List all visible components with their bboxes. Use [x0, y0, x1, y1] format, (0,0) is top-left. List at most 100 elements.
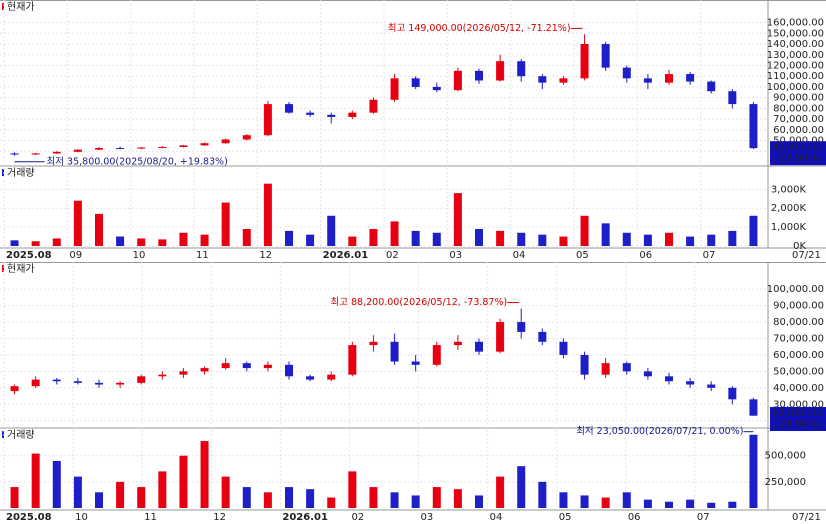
volume-bar: [665, 232, 673, 246]
candle-body: [475, 341, 483, 352]
candle-body: [348, 112, 357, 117]
volume-bar: [200, 441, 209, 508]
x-tick-label: 07: [703, 250, 716, 261]
volume-bar: [158, 471, 167, 508]
x-tick-label: 10: [133, 250, 146, 261]
volume-bar: [580, 215, 589, 246]
low-note: 최저 23,050.00(2026/07/21, 0.00%): [576, 426, 743, 437]
volume-bar: [31, 453, 40, 508]
volume-bar: [221, 476, 230, 508]
candle-body: [432, 345, 441, 365]
candle-body: [601, 44, 610, 68]
x-tick-label: 05: [559, 512, 572, 523]
candle-body: [263, 364, 272, 369]
y-tick-label: 50,000.00: [773, 136, 824, 147]
candle-body: [390, 78, 399, 100]
x-tick-label: 2026.01: [323, 250, 369, 261]
volume-bar: [200, 234, 209, 246]
candle-body: [95, 148, 103, 150]
volume-bar: [242, 229, 251, 246]
x-tick-label: 02: [351, 512, 364, 523]
y-tick-label: 150,000.00: [767, 28, 824, 39]
x-tick-label: 2025.08: [6, 250, 52, 261]
y-tick-label: 100,000.00: [767, 82, 824, 93]
volume-bar: [475, 495, 483, 508]
y-tick-label: 250,000: [765, 477, 806, 488]
y-tick-label: 120,000.00: [767, 60, 824, 71]
volume-bar: [496, 230, 505, 246]
volume-bar: [306, 489, 315, 508]
y-tick-label: 1,000K: [771, 222, 807, 233]
volume-bar: [95, 213, 103, 246]
x-tick-label: 04: [490, 512, 503, 523]
candle-body: [137, 147, 146, 149]
y-tick-label: 100,000.00: [767, 284, 824, 295]
y-tick-label: 500,000: [765, 451, 806, 462]
y-tick-label: 60,000.00: [773, 125, 824, 136]
candle-body: [116, 148, 125, 150]
marker: [2, 265, 4, 272]
volume-bar: [707, 502, 716, 508]
volume-bar: [707, 234, 716, 246]
volume-bar: [285, 487, 293, 508]
volume-bar: [622, 232, 631, 246]
y-tick-label: 160,000.00: [767, 18, 824, 29]
y-tick-label: 110,000.00: [767, 71, 824, 82]
volume-bar: [369, 487, 378, 508]
volume-bar: [52, 238, 61, 246]
candle-body: [559, 341, 568, 355]
candle-body: [348, 345, 357, 375]
candle-body: [158, 374, 167, 377]
volume-bar: [348, 236, 357, 246]
y-tick-label: 50,000.00: [773, 366, 824, 377]
candle-body: [643, 78, 652, 83]
candle-body: [73, 149, 82, 152]
candle-body: [496, 322, 505, 352]
volume-bar: [116, 481, 125, 508]
candle-body: [453, 70, 462, 91]
candle-body: [116, 382, 125, 385]
price-box: [770, 407, 826, 431]
y-tick-label: 60,000.00: [773, 350, 824, 361]
x-tick-label: 12: [259, 250, 272, 261]
volume-bar: [601, 497, 610, 508]
candle-body: [475, 70, 483, 81]
y-tick-label: 130,000.00: [767, 50, 824, 61]
volume-bar: [686, 236, 695, 246]
candle-body: [242, 363, 251, 369]
candle-body: [749, 104, 758, 149]
volume-bar: [453, 193, 462, 246]
y-tick-label: 80,000.00: [773, 103, 824, 114]
volume-bar: [10, 487, 19, 508]
y-tick-label: 40,000.00: [773, 383, 824, 394]
volume-bar: [327, 497, 336, 508]
candle-body: [285, 104, 293, 113]
candle-body: [200, 368, 209, 372]
candle-body: [327, 374, 336, 380]
volume-bar: [73, 200, 82, 246]
candle-body: [31, 153, 40, 155]
x-end-label: 07/21: [792, 512, 821, 523]
volume-bar: [686, 499, 695, 508]
candle-body: [580, 44, 589, 79]
volume-bar: [369, 229, 378, 246]
candle-body: [749, 399, 758, 416]
candle-body: [686, 74, 695, 82]
y-tick-label: 80,000.00: [773, 317, 824, 328]
y-tick-label: 30,000.00: [773, 399, 824, 410]
volume-bar: [158, 239, 167, 246]
volume-bar: [453, 489, 462, 508]
candle-body: [179, 145, 188, 147]
last-price: 42,900.00: [772, 142, 823, 153]
x-tick-label: 2025.08: [6, 512, 52, 523]
y-tick-label: 70,000.00: [773, 114, 824, 125]
volume-bar: [749, 434, 758, 508]
x-tick-label: 11: [144, 512, 157, 523]
panel-label: 현재가: [7, 1, 35, 13]
volume-bar: [137, 238, 146, 246]
candle-body: [137, 376, 146, 383]
candle-body: [411, 78, 420, 87]
y-tick-label: 140,000.00: [767, 39, 824, 50]
y-tick-label: 90,000.00: [773, 93, 824, 104]
